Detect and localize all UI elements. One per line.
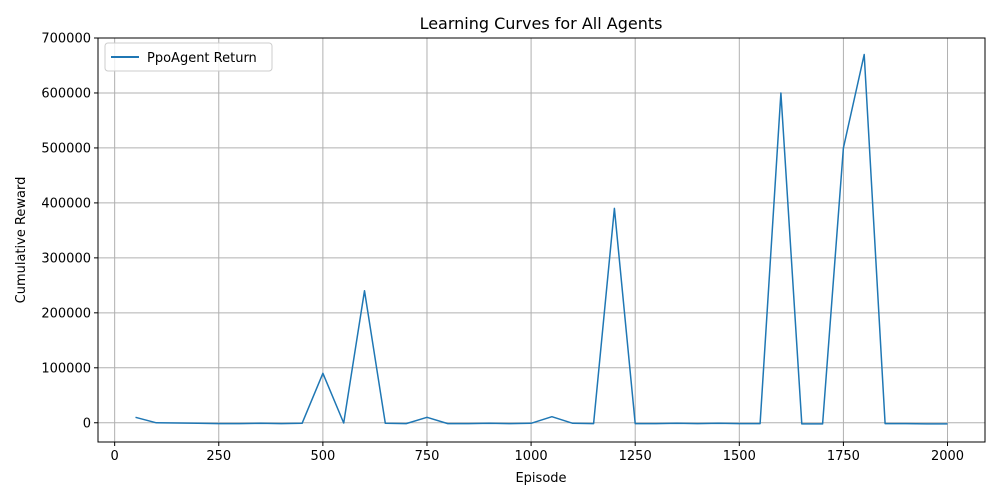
y-tick-label: 200000 bbox=[41, 306, 91, 321]
x-tick-label: 250 bbox=[206, 449, 231, 464]
y-tick-label: 300000 bbox=[41, 251, 91, 266]
y-tick-label: 400000 bbox=[41, 196, 91, 211]
x-tick-label: 1750 bbox=[827, 449, 860, 464]
series-layer bbox=[135, 53, 948, 425]
x-axis-label: Episode bbox=[515, 471, 566, 486]
x-ticks: 0 250 500 750 1000 1250 1500 1750 2000 bbox=[111, 442, 964, 464]
x-tick-label: 0 bbox=[111, 449, 119, 464]
legend-label: PpoAgent Return bbox=[147, 51, 257, 66]
x-tick-label: 750 bbox=[415, 449, 440, 464]
y-ticks: 0 100000 200000 300000 400000 500000 600000 700… bbox=[41, 32, 98, 431]
y-tick-label: 600000 bbox=[41, 86, 91, 101]
y-tick-label: 100000 bbox=[41, 361, 91, 376]
plot-frame bbox=[97, 37, 986, 443]
x-tick-label: 1250 bbox=[619, 449, 652, 464]
grid bbox=[98, 37, 985, 442]
chart-title: Learning Curves for All Agents bbox=[420, 14, 663, 33]
x-tick-label: 1500 bbox=[723, 449, 756, 464]
y-tick-label: 700000 bbox=[41, 32, 91, 47]
y-tick-label: 0 bbox=[83, 416, 91, 431]
x-tick-label: 1000 bbox=[515, 449, 548, 464]
legend: PpoAgent Return bbox=[104, 42, 273, 72]
series-line bbox=[135, 53, 948, 425]
y-tick-label: 500000 bbox=[41, 141, 91, 156]
y-axis-label: Cumulative Reward bbox=[14, 177, 29, 304]
legend-box bbox=[104, 42, 273, 72]
x-tick-label: 500 bbox=[310, 449, 335, 464]
x-tick-label: 2000 bbox=[931, 449, 964, 464]
